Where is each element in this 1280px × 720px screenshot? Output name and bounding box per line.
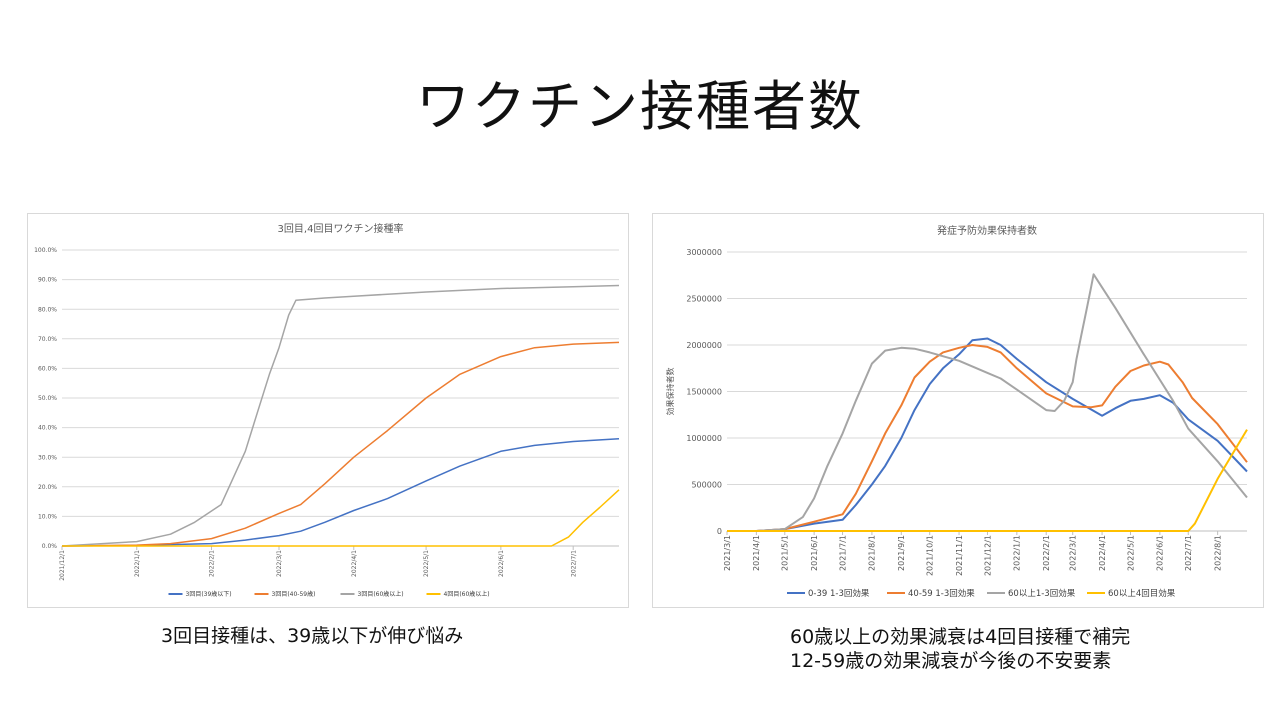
x-tick-label: 2021/4/1 xyxy=(752,535,761,571)
x-tick-label: 2022/6/1 xyxy=(1156,535,1165,571)
y-tick-label: 1500000 xyxy=(686,387,722,396)
x-tick-label: 2022/5/1 xyxy=(423,550,430,577)
y-tick-label: 2000000 xyxy=(686,341,722,350)
x-tick-label: 2022/3/1 xyxy=(1069,535,1078,571)
y-tick-label: 3000000 xyxy=(686,248,722,257)
y-tick-label: 30.0% xyxy=(38,454,57,461)
x-tick-label: 2021/10/1 xyxy=(925,535,934,576)
x-tick-label: 2022/7/1 xyxy=(570,550,577,577)
y-tick-label: 10.0% xyxy=(38,514,57,521)
x-tick-label: 2022/4/1 xyxy=(351,550,358,577)
x-tick-label: 2022/8/1 xyxy=(1213,535,1222,571)
y-tick-label: 50.0% xyxy=(38,395,57,402)
series-line-4 xyxy=(62,489,620,547)
x-tick-label: 2021/8/1 xyxy=(868,535,877,571)
x-tick-label: 2022/5/1 xyxy=(1126,535,1135,571)
x-tick-label: 2022/4/1 xyxy=(1098,535,1107,571)
legend-label: 3回目(39歳以下) xyxy=(186,590,232,598)
slide-title: ワクチン接種者数 xyxy=(416,75,864,138)
y-tick-label: 60.0% xyxy=(38,366,57,373)
y-tick-label: 40.0% xyxy=(38,425,57,432)
protection-holders-chart-svg: 発症予防効果保持者数 0 500000 1000000 1500000 2000000 25… xyxy=(665,224,1248,599)
x-tick-label: 2021/12/1 xyxy=(983,535,992,576)
y-tick-label: 0.0% xyxy=(42,543,58,550)
vaccination-rate-chart: 3回目,4回目ワクチン接種率 0.0% 10.0% 20.0% 30.0% 40.0% 50… xyxy=(27,213,629,608)
caption-right: 60歳以上の効果減衰は4回目接種で補完 12-59歳の効果減衰が今後の不安要素 xyxy=(790,625,1130,673)
x-tick-label: 2022/7/1 xyxy=(1184,535,1193,571)
protection-holders-chart: 発症予防効果保持者数 0 500000 1000000 1500000 2000000 25… xyxy=(652,213,1264,608)
x-tick-label: 2021/5/1 xyxy=(781,535,790,571)
x-tick-label: 2022/3/1 xyxy=(276,550,283,577)
chart-title: 発症予防効果保持者数 xyxy=(937,224,1037,237)
legend-label: 3回目(40-59歳) xyxy=(272,590,316,598)
y-tick-label: 1000000 xyxy=(686,434,722,443)
x-tick-label: 2021/6/1 xyxy=(810,535,819,571)
y-tick-label: 100.0% xyxy=(34,247,57,254)
x-tick-label: 2022/1/1 xyxy=(1013,535,1022,571)
legend-label: 4回目(60歳以上) xyxy=(444,590,490,598)
legend-label: 0-39 1-3回効果 xyxy=(808,588,870,599)
x-tick-label: 2022/6/1 xyxy=(498,550,505,577)
legend-label: 3回目(60歳以上) xyxy=(358,590,404,598)
y-tick-label: 70.0% xyxy=(38,336,57,343)
x-tick-label: 2021/12/1 xyxy=(59,550,66,581)
y-tick-label: 90.0% xyxy=(38,277,57,284)
y-tick-label: 0 xyxy=(717,527,722,536)
vaccination-rate-chart-svg: 3回目,4回目ワクチン接種率 0.0% 10.0% 20.0% 30.0% 40.0% 50… xyxy=(34,222,620,598)
series-line-3 xyxy=(727,273,1248,532)
x-tick-label: 2022/2/1 xyxy=(1042,535,1051,571)
series-line-2 xyxy=(727,344,1248,532)
chart-title: 3回目,4回目ワクチン接種率 xyxy=(278,222,404,235)
series-line-4 xyxy=(727,429,1248,532)
caption-right-line-2: 12-59歳の効果減衰が今後の不安要素 xyxy=(790,650,1112,672)
y-tick-label: 20.0% xyxy=(38,484,57,491)
legend-label: 40-59 1-3回効果 xyxy=(908,588,975,599)
x-tick-label: 2022/1/1 xyxy=(134,550,141,577)
x-tick-label: 2021/9/1 xyxy=(897,535,906,571)
y-axis-label: 効果保持者数 xyxy=(665,368,675,416)
legend-label: 60以上1-3回効果 xyxy=(1008,588,1076,599)
y-tick-label: 80.0% xyxy=(38,306,57,313)
caption-left: 3回目接種は、39歳以下が伸び悩み xyxy=(161,625,464,647)
caption-right-line-1: 60歳以上の効果減衰は4回目接種で補完 xyxy=(790,626,1131,648)
x-tick-label: 2021/7/1 xyxy=(838,535,847,571)
x-tick-label: 2021/3/1 xyxy=(723,535,732,571)
legend-label: 60以上4回目効果 xyxy=(1108,588,1176,599)
series-line-1 xyxy=(727,337,1248,532)
series-line-2 xyxy=(61,341,620,547)
y-tick-label: 500000 xyxy=(691,480,722,489)
x-tick-label: 2021/11/1 xyxy=(955,535,964,576)
y-tick-label: 2500000 xyxy=(686,294,722,303)
series-line-3 xyxy=(61,284,620,547)
x-tick-label: 2022/2/1 xyxy=(209,550,216,577)
series-line-1 xyxy=(61,438,620,547)
